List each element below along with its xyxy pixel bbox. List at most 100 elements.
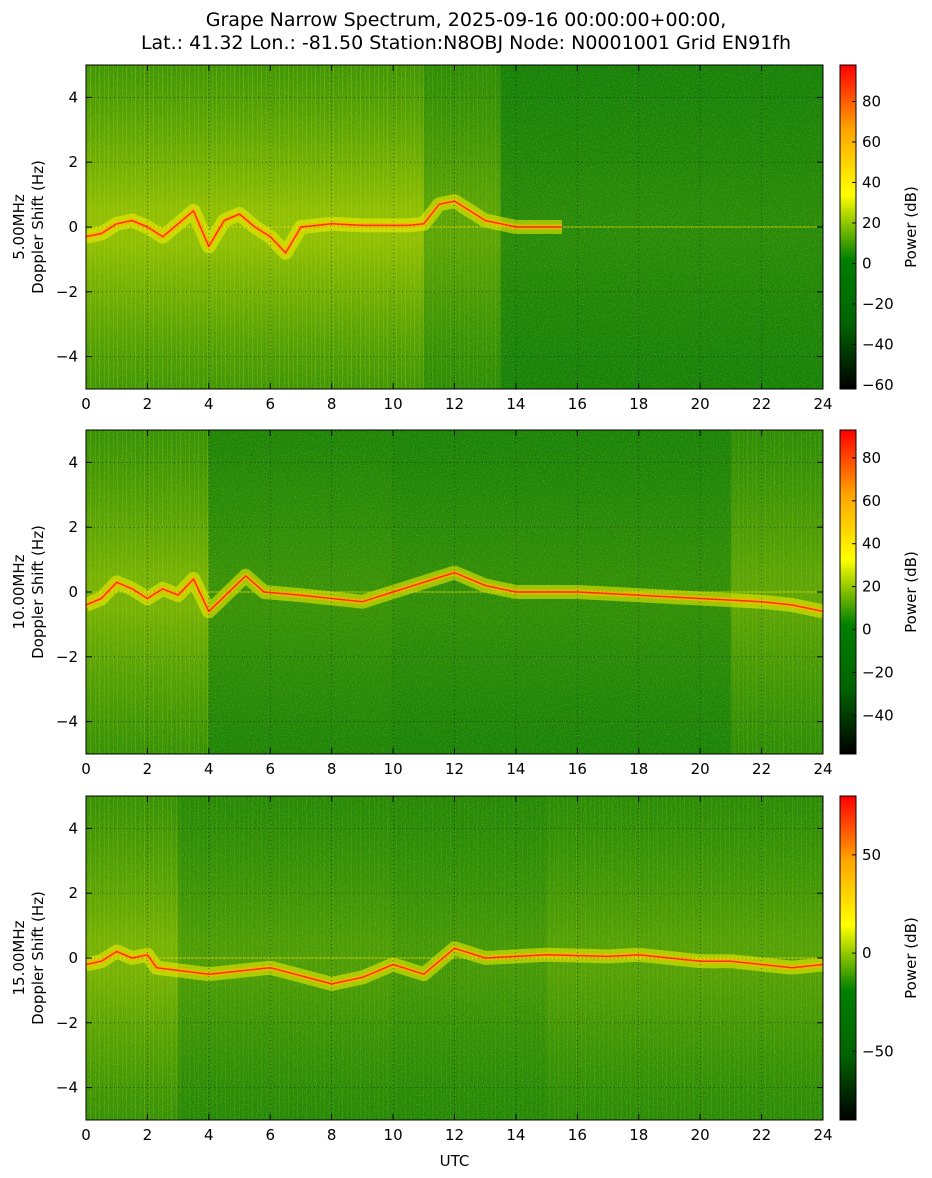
y-tick-label: −4	[56, 1079, 78, 1097]
doppler-trace	[86, 947, 823, 985]
colorbar-tick-label: 60	[862, 492, 881, 510]
x-tick-label: 18	[629, 760, 648, 778]
x-tick-label: 8	[327, 1126, 337, 1144]
y-axis-label-doppler: Doppler Shift (Hz)	[29, 525, 47, 659]
x-tick-label: 2	[143, 760, 153, 778]
x-tick-label: 0	[81, 760, 91, 778]
x-tick-label: 12	[445, 760, 464, 778]
x-tick-label: 4	[204, 395, 214, 413]
x-tick-label: 4	[204, 760, 214, 778]
x-tick-label: 2	[143, 1126, 153, 1144]
x-tick-label: 6	[265, 1126, 275, 1144]
x-axis-label: UTC	[440, 1152, 470, 1170]
colorbar-tick-label: 40	[862, 173, 881, 191]
x-tick-label: 8	[327, 395, 337, 413]
y-axis-label-frequency: 10.00MHz	[10, 554, 28, 629]
x-tick-label: 20	[691, 395, 710, 413]
x-tick-label: 14	[506, 1126, 525, 1144]
colorbar-tick-label: 80	[862, 92, 881, 110]
colorbar-tick-label: 0	[862, 621, 872, 639]
x-tick-label: 18	[629, 395, 648, 413]
x-tick-label: 16	[568, 760, 587, 778]
spectrogram-1	[86, 65, 823, 389]
colorbar-tick-label: −20	[862, 295, 894, 313]
y-tick-label: 2	[68, 884, 78, 902]
x-tick-label: 24	[813, 1126, 832, 1144]
x-tick-label: 0	[81, 1126, 91, 1144]
x-tick-label: 0	[81, 395, 91, 413]
y-tick-label: 0	[68, 583, 78, 601]
x-tick-label: 20	[691, 760, 710, 778]
colorbar-gradient	[839, 795, 857, 1121]
y-axis-label-doppler: Doppler Shift (Hz)	[29, 160, 47, 294]
x-tick-label: 22	[752, 760, 771, 778]
spectrogram-2	[86, 430, 823, 754]
y-tick-label: 0	[68, 949, 78, 967]
doppler-trace	[86, 200, 562, 254]
x-tick-label: 12	[445, 1126, 464, 1144]
colorbar-tick-label: 0	[862, 944, 872, 962]
y-tick-label: −2	[56, 1014, 78, 1032]
x-tick-label: 18	[629, 1126, 648, 1144]
colorbar-tick-label: 0	[862, 254, 872, 272]
chart-title-line-2: Lat.: 41.32 Lon.: -81.50 Station:N8OBJ N…	[140, 32, 792, 54]
colorbar-2: 80 60 40 20 0 −20 −40 Power (dB)	[839, 429, 920, 755]
y-tick-label: 2	[68, 518, 78, 536]
colorbar-label: Power (dB)	[902, 551, 920, 633]
y-tick-label: −2	[56, 648, 78, 666]
x-tick-label: 16	[568, 1126, 587, 1144]
x-tick-label: 24	[813, 760, 832, 778]
y-axis-label-frequency: 5.00MHz	[10, 194, 28, 260]
x-tick-label: 4	[204, 1126, 214, 1144]
x-tick-label: 14	[506, 760, 525, 778]
y-tick-label: 4	[68, 453, 78, 471]
colorbar-tick-label: 60	[862, 133, 881, 151]
y-axis-label-frequency: 15.00MHz	[10, 920, 28, 995]
x-tick-label: 10	[384, 1126, 403, 1144]
y-tick-label: 4	[68, 819, 78, 837]
y-tick-label: 0	[68, 218, 78, 236]
x-tick-label: 12	[445, 395, 464, 413]
x-tick-label: 24	[813, 395, 832, 413]
colorbar-tick-label: 20	[862, 578, 881, 596]
x-tick-label: 22	[752, 1126, 771, 1144]
y-tick-label: 2	[68, 153, 78, 171]
colorbar-tick-label: −40	[862, 335, 894, 353]
colorbar-tick-label: 40	[862, 535, 881, 553]
colorbar-tick-label: 50	[862, 846, 881, 864]
doppler-trace	[86, 571, 823, 613]
y-tick-label: −2	[56, 283, 78, 301]
colorbar-3: 50 0 −50 Power (dB)	[839, 795, 920, 1121]
x-tick-label: 10	[384, 760, 403, 778]
x-tick-label: 16	[568, 395, 587, 413]
colorbar-gradient	[839, 64, 857, 390]
chart-title-line-1: Grape Narrow Spectrum, 2025-09-16 00:00:…	[205, 9, 727, 31]
colorbar-tick-label: −50	[862, 1042, 894, 1060]
x-tick-label: 22	[752, 395, 771, 413]
x-tick-label: 10	[384, 395, 403, 413]
x-tick-label: 14	[506, 395, 525, 413]
colorbar-tick-label: 20	[862, 214, 881, 232]
colorbar-gradient	[839, 429, 857, 755]
y-axis-label-doppler: Doppler Shift (Hz)	[29, 891, 47, 1025]
colorbar-tick-label: −60	[862, 376, 894, 394]
x-tick-label: 6	[265, 760, 275, 778]
colorbar-tick-label: 80	[862, 449, 881, 467]
y-tick-label: −4	[56, 713, 78, 731]
x-tick-label: 20	[691, 1126, 710, 1144]
colorbar-tick-label: −20	[862, 663, 894, 681]
y-tick-label: −4	[56, 348, 78, 366]
colorbar-tick-label: −40	[862, 706, 894, 724]
spectrogram-3	[86, 796, 823, 1120]
colorbar-label: Power (dB)	[902, 186, 920, 268]
x-tick-label: 2	[143, 395, 153, 413]
x-tick-label: 6	[265, 395, 275, 413]
x-tick-label: 8	[327, 760, 337, 778]
colorbar-label: Power (dB)	[902, 917, 920, 999]
y-tick-label: 4	[68, 88, 78, 106]
colorbar-1: 80 60 40 20 0 −20 −40 −60 Power (dB)	[839, 64, 920, 394]
